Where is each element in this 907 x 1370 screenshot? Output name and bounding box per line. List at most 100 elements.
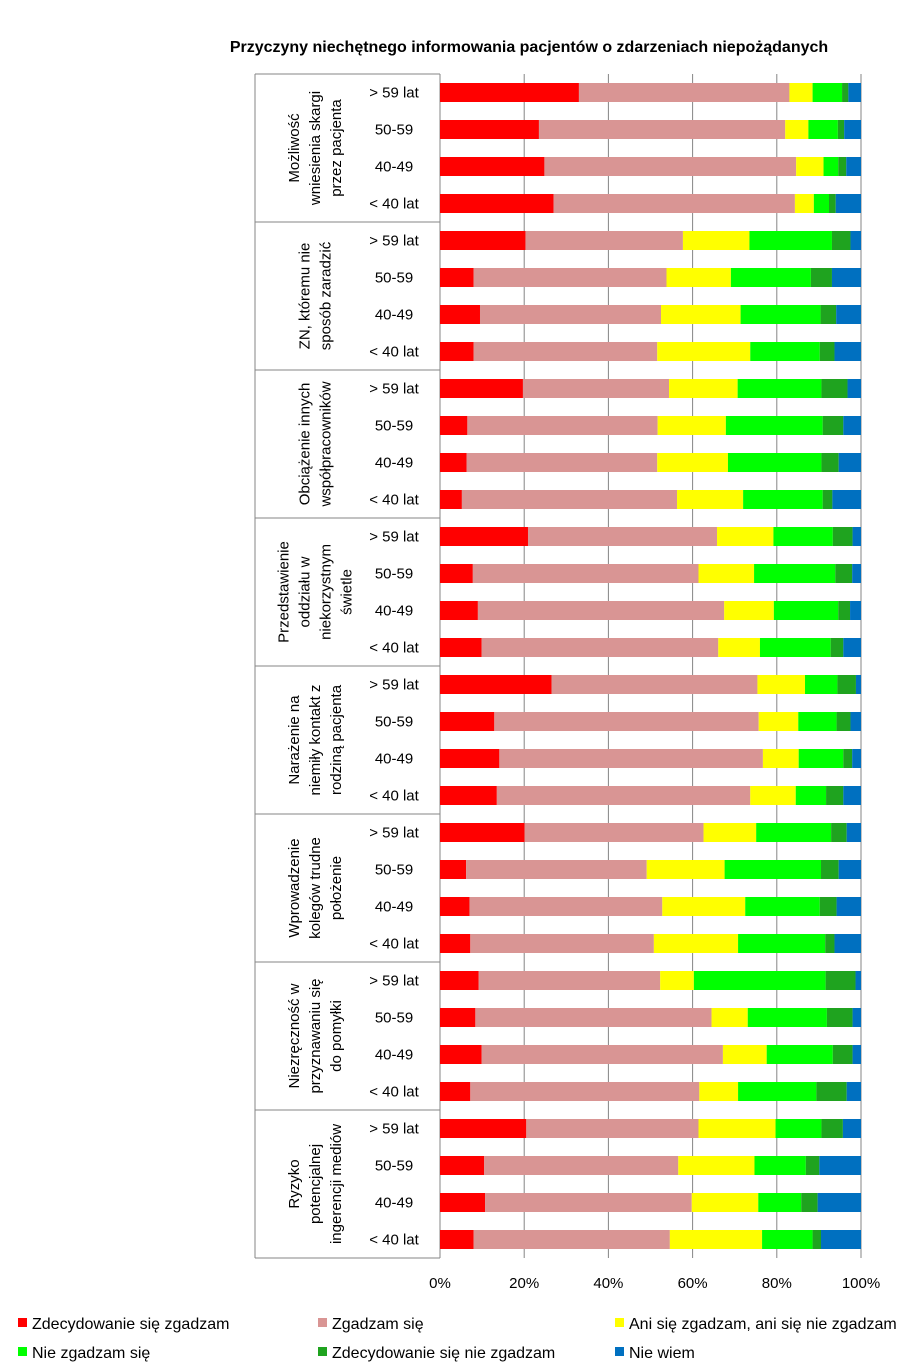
bar-segment: [837, 675, 856, 694]
group-label-line: położenie: [328, 856, 345, 920]
bar-segment: [440, 527, 528, 546]
bar-segment: [794, 194, 814, 213]
bar-segment: [852, 749, 861, 768]
row-label: 40-49: [375, 455, 413, 472]
bar-segment: [822, 490, 833, 509]
bar-segment: [467, 416, 658, 435]
row-label: 50-59: [375, 714, 413, 731]
bar-segment: [812, 1230, 822, 1249]
group-label-line: oddziału w: [297, 556, 314, 627]
bar-segment: [440, 1008, 476, 1027]
group-label-line: wniesienia skargi: [307, 91, 324, 206]
bar-segment: [796, 157, 824, 176]
bar-segment: [852, 1008, 861, 1027]
bar-segment: [759, 638, 831, 657]
row-label: < 40 lat: [369, 492, 419, 509]
bar-segment: [657, 453, 728, 472]
bar-segment: [743, 490, 823, 509]
bar-segment: [544, 157, 797, 176]
group-label-line: Obciążenie innych: [297, 383, 314, 506]
bar-segment: [440, 194, 554, 213]
bar-segment: [825, 934, 835, 953]
bar-segment: [440, 83, 579, 102]
bar-segment: [805, 675, 838, 694]
bar-segment: [756, 823, 832, 842]
bar-segment: [810, 268, 832, 287]
bar-segment: [693, 971, 826, 990]
bar-segment: [747, 1008, 827, 1027]
bar-segment: [812, 83, 843, 102]
row-label: 40-49: [375, 899, 413, 916]
x-tick-label: 100%: [842, 1275, 880, 1292]
legend-swatch: [615, 1318, 624, 1327]
bar-segment: [750, 786, 796, 805]
group-label-line: potencjalnej: [307, 1144, 324, 1224]
bar-segment: [773, 601, 839, 620]
bar-segment: [757, 675, 806, 694]
bar-segment: [499, 749, 763, 768]
legend-label: Zgadzam się: [332, 1316, 424, 1333]
bar-segment: [819, 1156, 861, 1175]
row-label: > 59 lat: [369, 677, 419, 694]
row-label: < 40 lat: [369, 196, 419, 213]
row-label: 40-49: [375, 159, 413, 176]
legend-label: Nie zgadzam się: [32, 1345, 150, 1362]
row-label: 40-49: [375, 1195, 413, 1212]
bar-segment: [813, 194, 830, 213]
bar-segment: [440, 1045, 482, 1064]
bar-segment: [819, 897, 837, 916]
bar-segment: [822, 416, 844, 435]
group-label-line: do pomyłki: [328, 1000, 345, 1072]
bar-segment: [842, 1119, 861, 1138]
bar-segment: [440, 934, 471, 953]
group-label-line: współpracowników: [318, 381, 335, 507]
group-label-line: Przedstawienie: [276, 541, 293, 643]
bar-segment: [524, 823, 704, 842]
bar-segment: [830, 638, 844, 657]
bar-segment: [724, 860, 822, 879]
row-label: 50-59: [375, 122, 413, 139]
bar-segment: [773, 527, 833, 546]
row-label: < 40 lat: [369, 640, 419, 657]
legend-swatch: [615, 1347, 624, 1356]
bar-segment: [440, 305, 480, 324]
bar-segment: [805, 1156, 820, 1175]
bar-segment: [737, 379, 822, 398]
bar-segment: [835, 194, 861, 213]
bar-segment: [440, 416, 468, 435]
bar-segment: [669, 379, 738, 398]
bar-segment: [750, 342, 820, 361]
bar-segment: [832, 490, 861, 509]
bar-segment: [677, 490, 744, 509]
bar-segment: [727, 453, 822, 472]
group-label-line: przyznawaniu się: [307, 978, 324, 1093]
bar-segment: [834, 934, 861, 953]
bar-segment: [653, 934, 739, 953]
bar-segment: [472, 564, 699, 583]
gridlines: [439, 74, 862, 1258]
legend-swatch: [318, 1347, 327, 1356]
bar-segment: [754, 1156, 806, 1175]
group-label-line: kolegów trudne: [307, 837, 324, 939]
row-label: 40-49: [375, 307, 413, 324]
bar-segment: [440, 231, 526, 250]
row-label: 50-59: [375, 418, 413, 435]
bar-segment: [835, 564, 853, 583]
bar-segment: [440, 971, 479, 990]
bar-segment: [440, 1193, 486, 1212]
bar-segment: [440, 823, 525, 842]
bar-segment: [836, 712, 851, 731]
legend-label: Zdecydowanie się nie zgadzam: [332, 1345, 555, 1362]
bar-segment: [842, 83, 849, 102]
group-label-line: Wprowadzenie: [286, 838, 303, 937]
bar-segment: [821, 453, 839, 472]
row-label: > 59 lat: [369, 529, 419, 546]
bar-segment: [846, 1082, 861, 1101]
bar-segment: [832, 1045, 853, 1064]
x-tick-label: 60%: [678, 1275, 708, 1292]
bar-segment: [852, 1045, 861, 1064]
bar-segment: [852, 527, 861, 546]
bar-segment: [473, 1230, 670, 1249]
group-label: Narażenie na niemiły kontakt z rodziną pac…: [286, 684, 345, 795]
bar-segment: [470, 1082, 700, 1101]
